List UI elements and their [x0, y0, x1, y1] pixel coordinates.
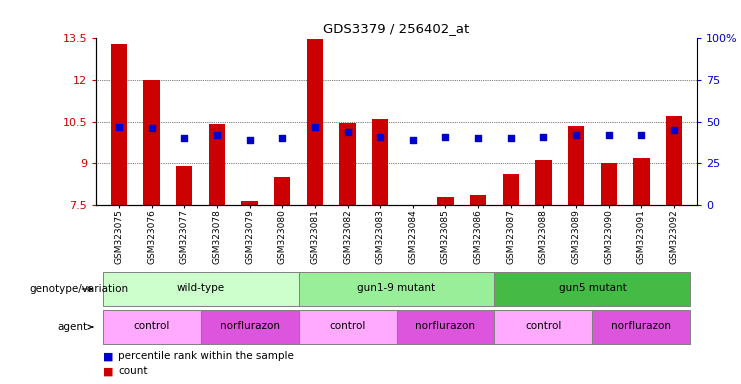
- Text: ■: ■: [104, 366, 114, 376]
- Text: wild-type: wild-type: [176, 283, 225, 293]
- Point: [374, 134, 386, 140]
- Point: [603, 132, 615, 138]
- Bar: [242, 201, 258, 205]
- Point: [211, 132, 223, 138]
- Bar: [307, 40, 323, 205]
- Point: [537, 134, 549, 140]
- Text: ■: ■: [104, 351, 114, 361]
- Point: [407, 137, 419, 143]
- Text: control: control: [329, 321, 366, 331]
- Point: [342, 128, 353, 135]
- Text: control: control: [525, 321, 562, 331]
- Text: norflurazon: norflurazon: [611, 321, 671, 331]
- Text: norflurazon: norflurazon: [416, 321, 476, 331]
- Bar: [201, 310, 299, 344]
- Point: [505, 135, 516, 141]
- Bar: [437, 197, 453, 205]
- Bar: [494, 310, 593, 344]
- Bar: [666, 116, 682, 205]
- Point: [179, 135, 190, 141]
- Point: [668, 127, 680, 133]
- Point: [571, 132, 582, 138]
- Text: agent: agent: [57, 322, 93, 332]
- Bar: [339, 123, 356, 205]
- Bar: [299, 310, 396, 344]
- Point: [472, 135, 484, 141]
- Bar: [568, 126, 585, 205]
- Bar: [535, 161, 551, 205]
- Point: [276, 135, 288, 141]
- Bar: [396, 310, 494, 344]
- Bar: [176, 166, 193, 205]
- Text: count: count: [119, 366, 147, 376]
- Point: [244, 137, 256, 143]
- Bar: [601, 163, 617, 205]
- Text: gun5 mutant: gun5 mutant: [559, 283, 626, 293]
- Bar: [274, 177, 290, 205]
- Bar: [209, 124, 225, 205]
- Title: GDS3379 / 256402_at: GDS3379 / 256402_at: [323, 22, 470, 35]
- Text: control: control: [133, 321, 170, 331]
- Point: [439, 134, 451, 140]
- Bar: [110, 43, 127, 205]
- Point: [145, 125, 157, 131]
- Bar: [634, 158, 650, 205]
- Bar: [372, 119, 388, 205]
- Bar: [102, 310, 201, 344]
- Point: [636, 132, 648, 138]
- Bar: [299, 272, 494, 306]
- Bar: [143, 80, 160, 205]
- Text: genotype/variation: genotype/variation: [30, 284, 129, 294]
- Text: percentile rank within the sample: percentile rank within the sample: [119, 351, 294, 361]
- Bar: [494, 272, 691, 306]
- Point: [113, 123, 124, 129]
- Bar: [502, 174, 519, 205]
- Bar: [593, 310, 691, 344]
- Point: [309, 123, 321, 129]
- Bar: [102, 272, 299, 306]
- Bar: [470, 195, 486, 205]
- Text: norflurazon: norflurazon: [219, 321, 279, 331]
- Text: gun1-9 mutant: gun1-9 mutant: [357, 283, 436, 293]
